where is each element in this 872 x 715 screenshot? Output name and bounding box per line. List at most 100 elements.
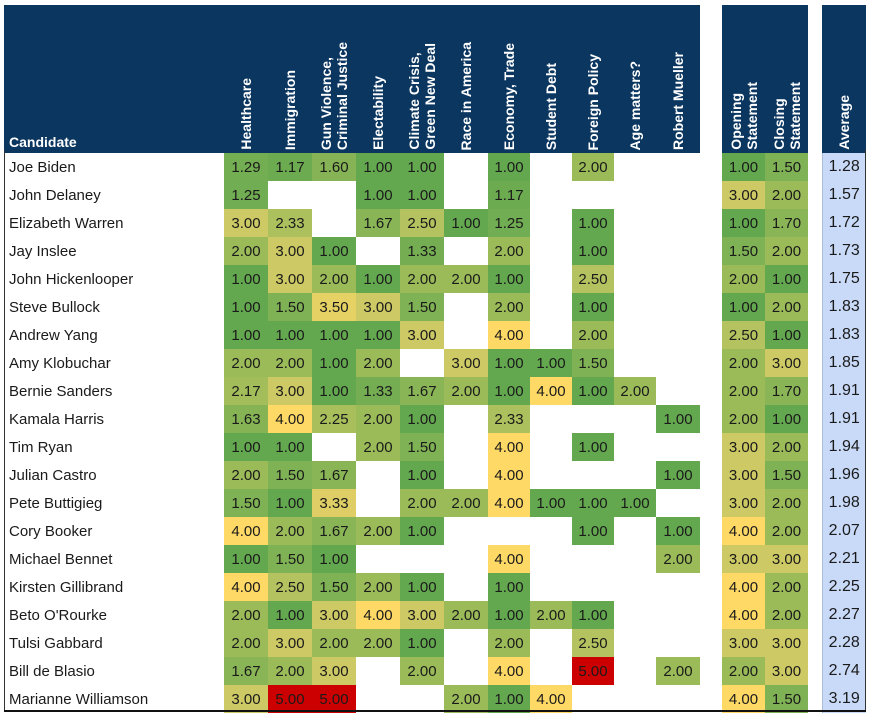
column-header[interactable]: Foreign Policy (572, 5, 614, 153)
average-cell: 1.73 (821, 237, 866, 265)
row-spacer (808, 685, 822, 713)
empty-cell (530, 265, 572, 293)
heatmap-cell: 3.00 (765, 629, 808, 657)
row-spacer (700, 265, 722, 293)
heatmap-cell: 1.50 (268, 545, 312, 573)
column-header[interactable]: Gun Violence, Criminal Justice (312, 5, 356, 153)
row-spacer (808, 433, 822, 461)
heatmap-cell: 2.00 (312, 265, 356, 293)
candidate-topic-heatmap: Candidate Healthcare Immigration Gun Violen… (4, 5, 866, 713)
empty-cell (268, 181, 312, 209)
column-header-candidate: Candidate (4, 5, 224, 153)
column-header-line: Climate Crisis, (406, 52, 422, 150)
row-spacer (700, 377, 722, 405)
column-header[interactable]: Opening Statement (722, 5, 765, 153)
empty-cell (444, 657, 488, 685)
heatmap-cell: 1.00 (356, 265, 400, 293)
heatmap-cell: 4.00 (488, 321, 530, 349)
empty-cell (614, 433, 656, 461)
heatmap-cell: 1.00 (400, 461, 444, 489)
row-spacer (700, 629, 722, 657)
heatmap-cell: 1.00 (400, 573, 444, 601)
column-header-line: Race in America (458, 41, 474, 150)
heatmap-cell: 1.50 (765, 461, 808, 489)
heatmap-cell: 2.00 (722, 265, 765, 293)
heatmap-cell: 2.00 (400, 657, 444, 685)
column-header-label: Robert Mueller (670, 48, 686, 150)
average-cell: 1.83 (821, 293, 866, 321)
heatmap-cell: 4.00 (530, 377, 572, 405)
heatmap-cell: 2.00 (312, 629, 356, 657)
average-cell: 2.74 (821, 657, 866, 685)
heatmap-cell: 1.50 (765, 685, 808, 713)
average-cell: 1.91 (821, 377, 866, 405)
heatmap-cell: 2.00 (722, 405, 765, 433)
heatmap-cell: 4.00 (356, 601, 400, 629)
heatmap-cell: 1.00 (356, 153, 400, 181)
row-spacer (808, 629, 822, 657)
average-cell: 1.91 (821, 405, 866, 433)
row-spacer (700, 685, 722, 713)
heatmap-cell: 2.00 (765, 293, 808, 321)
heatmap-cell: 2.00 (356, 517, 400, 545)
heatmap-cell: 1.00 (765, 405, 808, 433)
heatmap-cell: 3.00 (268, 237, 312, 265)
average-cell: 1.85 (821, 349, 866, 377)
heatmap-cell: 2.50 (268, 573, 312, 601)
heatmap-cell: 1.00 (400, 153, 444, 181)
column-header-label: Healthcare (238, 74, 254, 150)
column-header[interactable]: Healthcare (224, 5, 268, 153)
column-header[interactable]: Closing Statement (765, 5, 808, 153)
column-header-average[interactable]: Average (822, 5, 866, 153)
heatmap-cell: 2.00 (224, 629, 268, 657)
empty-cell (614, 601, 656, 629)
candidate-name: Kirsten Gillibrand (9, 578, 124, 596)
column-header[interactable]: Immigration (268, 5, 312, 153)
heatmap-cell: 2.00 (224, 237, 268, 265)
heatmap-cell: 2.50 (572, 629, 614, 657)
column-header-label: Gun Violence, Criminal Justice (318, 38, 350, 150)
average-cell: 2.27 (821, 601, 866, 629)
row-spacer (700, 573, 722, 601)
column-header[interactable]: Electability (356, 5, 400, 153)
candidate-name: John Delaney (9, 186, 101, 204)
empty-cell (656, 153, 700, 181)
heatmap-cell: 1.00 (722, 293, 765, 321)
heatmap-cell: 1.00 (530, 349, 572, 377)
table-row: Michael Bennet 1.00 1.50 1.00 4.00 2.00 3.00 3.… (4, 545, 866, 573)
heatmap-cell: 1.00 (268, 489, 312, 517)
empty-cell (444, 321, 488, 349)
candidate-name: Jay Inslee (9, 242, 77, 260)
column-header[interactable]: Economy, Trade (488, 5, 530, 153)
column-header[interactable]: Climate Crisis, Green New Deal (400, 5, 444, 153)
empty-cell (530, 629, 572, 657)
empty-cell (656, 265, 700, 293)
header-spacer (700, 5, 722, 153)
heatmap-cell: 1.00 (765, 265, 808, 293)
heatmap-cell: 1.50 (765, 153, 808, 181)
heatmap-cell: 2.00 (356, 629, 400, 657)
column-header[interactable]: Student Debt (530, 5, 572, 153)
column-header[interactable]: Age matters? (614, 5, 656, 153)
heatmap-cell: 2.33 (268, 209, 312, 237)
average-cell: 3.19 (821, 685, 866, 713)
empty-cell (530, 545, 572, 573)
column-header-label: Climate Crisis, Green New Deal (406, 39, 438, 150)
column-header[interactable]: Race in America (444, 5, 488, 153)
heatmap-cell: 2.00 (530, 601, 572, 629)
heatmap-cell: 3.00 (312, 601, 356, 629)
heatmap-cell: 2.00 (656, 657, 700, 685)
heatmap-cell: 1.00 (614, 489, 656, 517)
row-spacer (700, 545, 722, 573)
empty-cell (312, 181, 356, 209)
heatmap-cell: 1.50 (722, 237, 765, 265)
heatmap-cell: 1.00 (312, 377, 356, 405)
heatmap-cell: 4.00 (224, 573, 268, 601)
row-spacer (700, 601, 722, 629)
heatmap-cell: 2.00 (765, 237, 808, 265)
column-header[interactable]: Robert Mueller (656, 5, 700, 153)
heatmap-cell: 1.25 (488, 209, 530, 237)
row-spacer (808, 209, 822, 237)
heatmap-cell: 1.00 (312, 237, 356, 265)
heatmap-cell: 1.50 (312, 573, 356, 601)
